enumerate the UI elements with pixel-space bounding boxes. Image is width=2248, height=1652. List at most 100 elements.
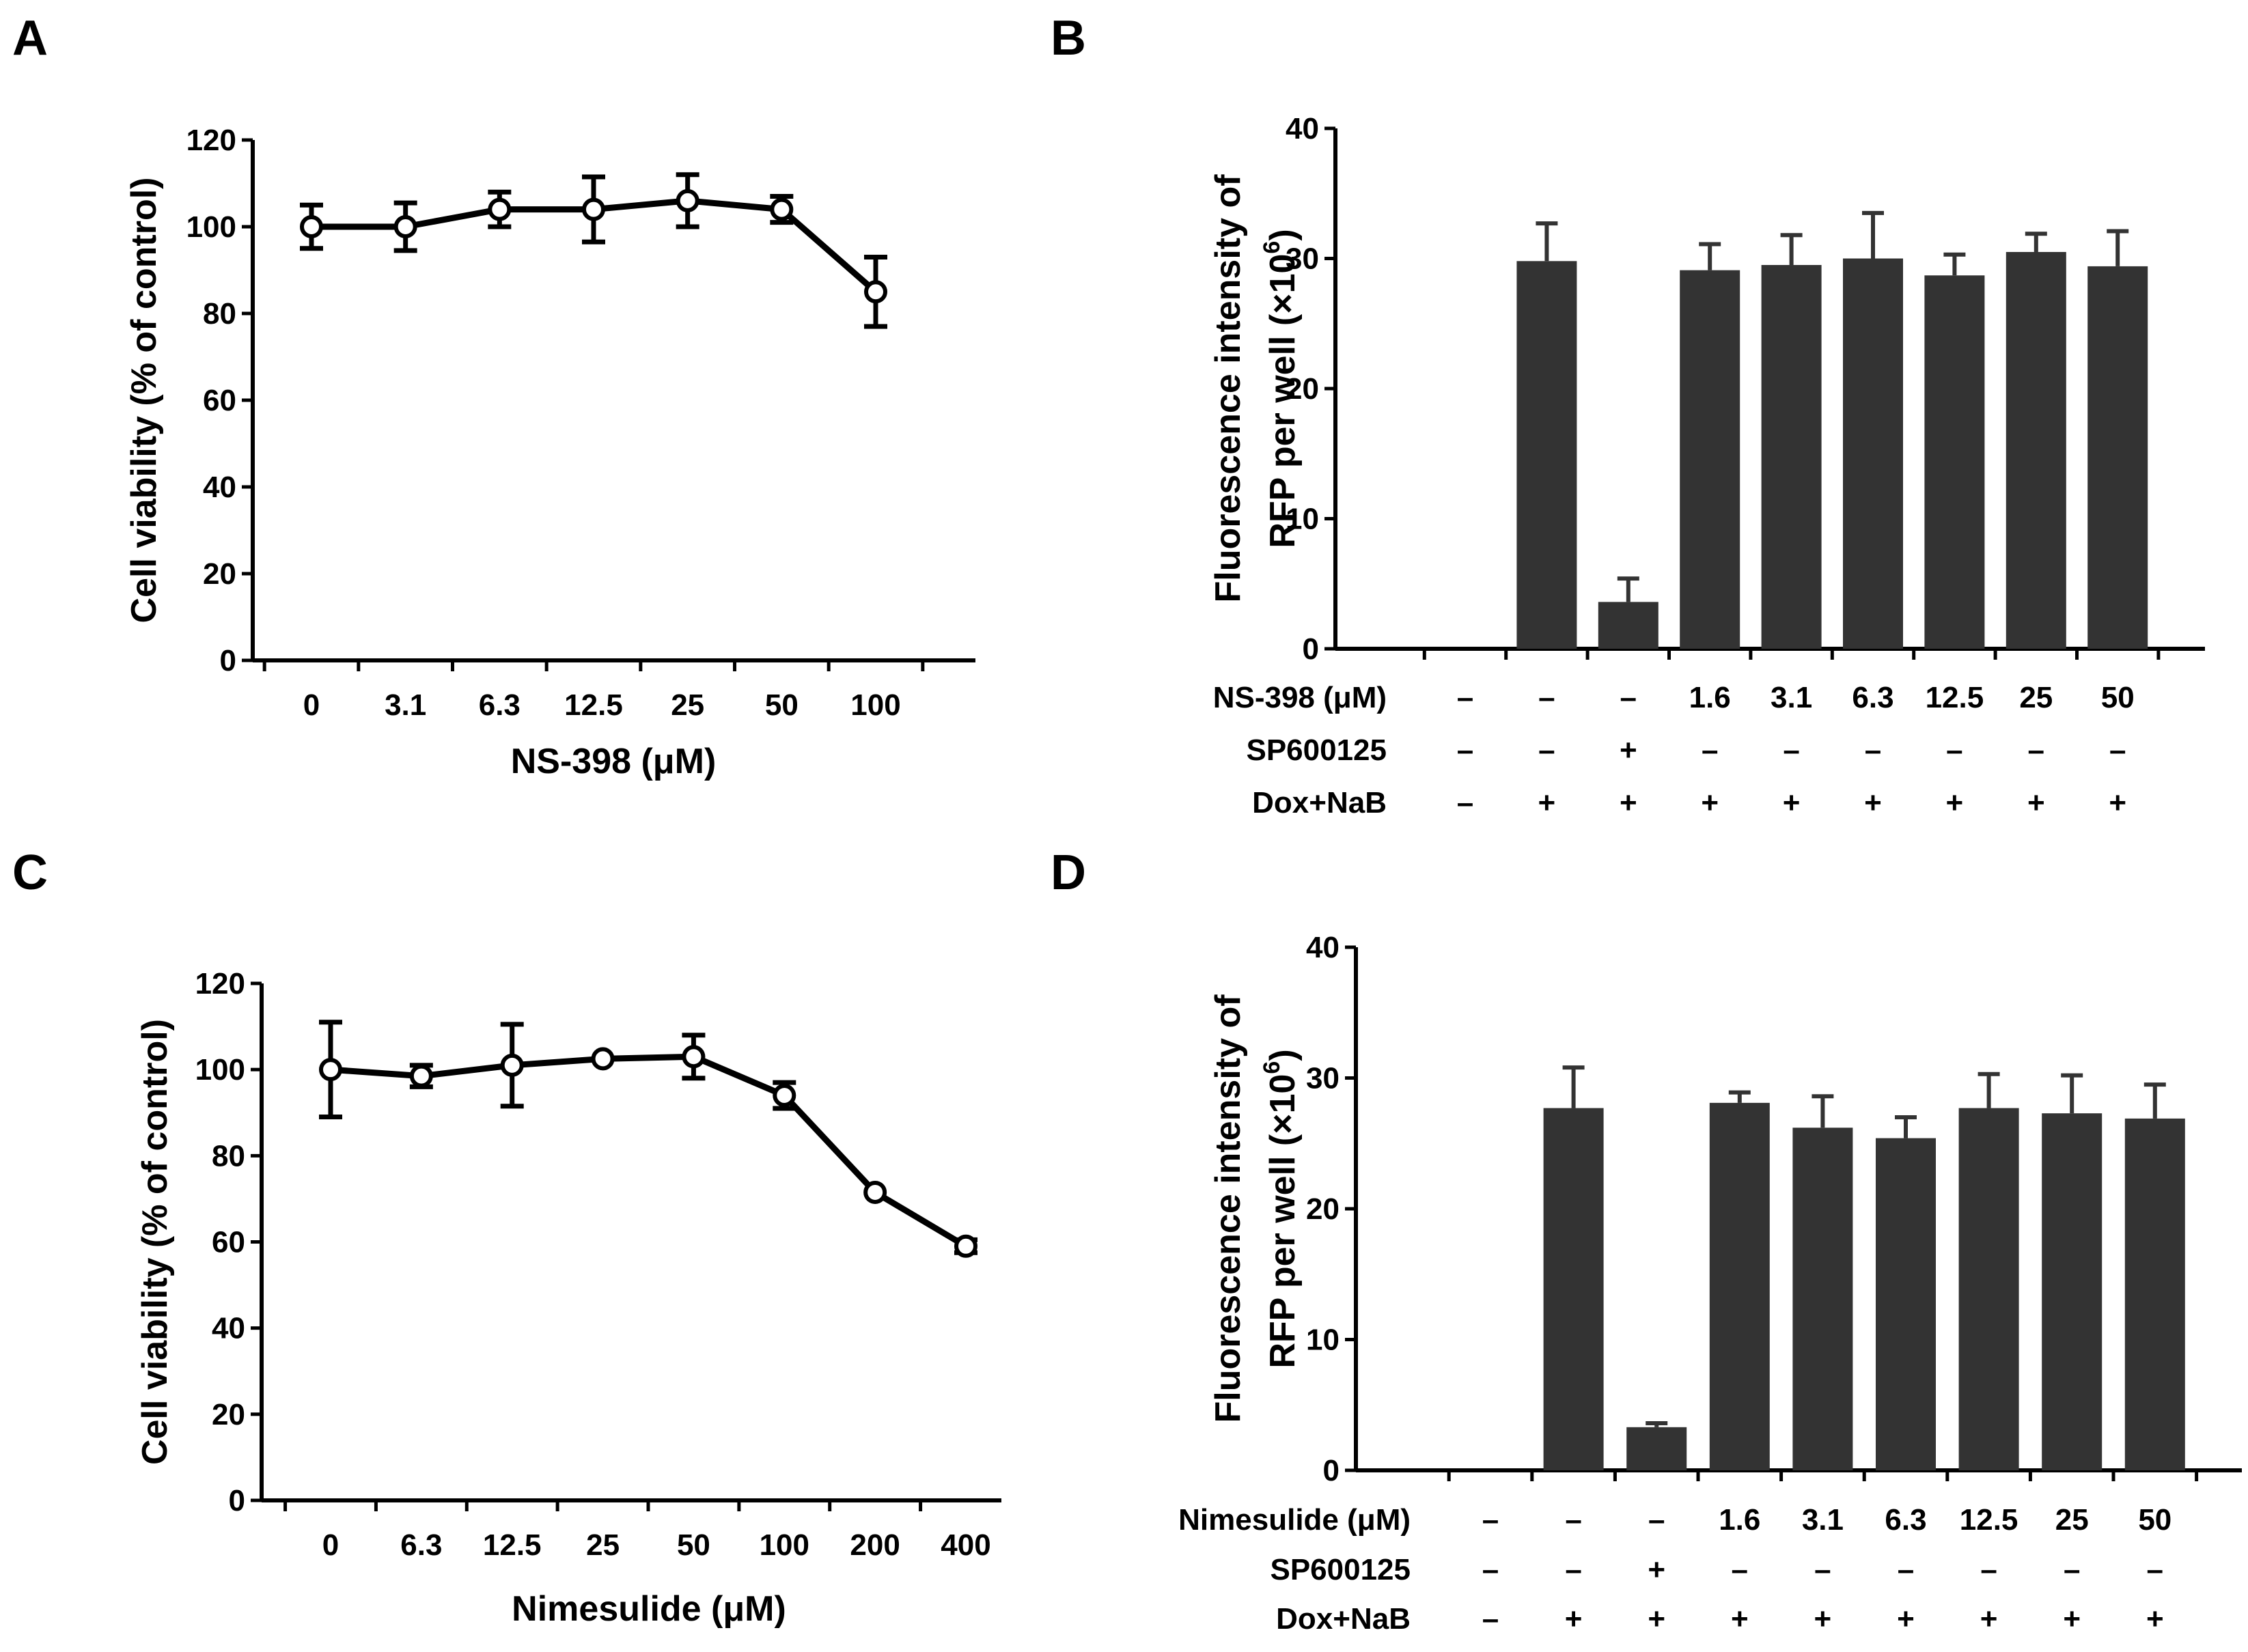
y-axis-label-line1: Fluorescence intensity of [1208, 994, 1248, 1423]
treatment-cell: – [1482, 1602, 1499, 1636]
treatment-cell: + [1946, 786, 1964, 820]
treatment-cell: 1.6 [1719, 1503, 1760, 1537]
axes [251, 140, 975, 671]
y-tick-label: 30 [1306, 1062, 1340, 1095]
treatment-cell: – [1482, 1553, 1499, 1586]
treatment-cell: 50 [2138, 1503, 2171, 1537]
x-tick-label: 3.1 [385, 688, 426, 722]
y-axis-label-line2: RFP per well (×106) [1259, 229, 1303, 548]
y-tick-label: 120 [195, 967, 245, 1000]
y-tick-label: 60 [203, 384, 236, 417]
y-tick-label: 0 [1303, 632, 1319, 666]
treatment-cell: – [1482, 1503, 1499, 1537]
data-point [676, 188, 699, 212]
y-tick-label: 20 [1306, 1192, 1340, 1226]
treatment-cell: + [1731, 1602, 1749, 1636]
x-tick-label: 12.5 [564, 688, 623, 722]
treatment-cell: – [2064, 1553, 2080, 1586]
x-tick-label: 12.5 [483, 1528, 542, 1562]
treatment-cell: + [1864, 786, 1882, 820]
x-tick-label: 6.3 [400, 1528, 442, 1562]
treatment-cell: – [1814, 1553, 1831, 1586]
treatment-cell: + [1620, 733, 1637, 767]
data-point [770, 197, 794, 221]
treatment-row-label: Dox+NaB [1276, 1602, 1411, 1636]
data-point [864, 280, 887, 304]
data-point [591, 1047, 615, 1071]
bar [1876, 1138, 1936, 1470]
y-ticks: 0 10 20 30 40 [1286, 112, 1335, 666]
data-point [682, 1045, 706, 1069]
treatment-cell: + [1565, 1602, 1583, 1636]
x-tick-label: 6.3 [479, 688, 521, 722]
bar [1958, 1108, 2019, 1470]
treatment-row-label: SP600125 [1270, 1553, 1411, 1586]
data-point [582, 197, 605, 221]
y-axis-label: Cell viability (% of control) [135, 1019, 175, 1465]
y-axis-label-exponent: 6 [1259, 241, 1285, 254]
y-ticks: 0 20 40 60 80 100 120 [195, 967, 262, 1517]
y-axis-label-exponent: 6 [1259, 1061, 1285, 1074]
y-tick-label: 40 [203, 471, 236, 504]
y-axis-label-prefix: RFP per well (×10 [1263, 1074, 1303, 1369]
treatment-cell: – [1898, 1553, 1914, 1586]
x-tick-label: 200 [850, 1528, 900, 1562]
data-point [300, 215, 323, 238]
y-tick-label: 10 [1306, 1324, 1340, 1357]
y-tick-label: 20 [212, 1398, 245, 1431]
bar [1598, 602, 1659, 649]
x-ticks: 0 3.1 6.3 12.5 25 50 100 [303, 688, 901, 722]
treatment-cell: – [1538, 681, 1555, 714]
treatment-cell: 25 [2019, 681, 2053, 714]
treatment-cell: + [1980, 1602, 1998, 1636]
treatment-cell: 25 [2055, 1503, 2089, 1537]
bar [2124, 1118, 2185, 1470]
treatment-cell: + [1648, 1602, 1665, 1636]
treatment-cell: – [2147, 1553, 2163, 1586]
bar [1543, 1108, 1604, 1470]
treatment-cell: 6.3 [1852, 681, 1893, 714]
treatment-cell: – [1565, 1553, 1581, 1586]
x-ticks: 0 6.3 12.5 25 50 100 200 400 [322, 1528, 991, 1562]
panel-label: B [1051, 11, 1086, 66]
treatment-cell: + [1538, 786, 1556, 820]
treatment-row-label: Nimesulide (μM) [1178, 1503, 1411, 1537]
y-axis-label-close: ) [1263, 1049, 1303, 1061]
bar [1680, 270, 1740, 649]
y-axis-label-line2: RFP per well (×106) [1259, 1049, 1303, 1368]
y-tick-label: 40 [1286, 112, 1319, 145]
bar [1924, 275, 1985, 649]
bar [2006, 251, 2066, 649]
x-tick-label: 50 [765, 688, 799, 722]
treatment-cell: – [1980, 1553, 1997, 1586]
x-tick-label: 400 [941, 1528, 990, 1562]
treatment-cell: – [1783, 733, 1799, 767]
data-marks [1516, 210, 2148, 649]
x-tick-label: 0 [303, 688, 320, 722]
treatment-row-label: Dox+NaB [1252, 786, 1387, 820]
treatment-cell: – [1648, 1503, 1665, 1537]
y-ticks: 0 10 20 30 40 [1306, 931, 1356, 1487]
y-tick-label: 80 [212, 1139, 245, 1173]
treatment-cell: – [1565, 1503, 1581, 1537]
data-marks [300, 172, 887, 329]
x-tick-label: 25 [586, 1528, 620, 1562]
panel-b: B 0 10 20 30 40 NS-398 (μM) – – – 1.6 3.1 6.3 12.5 2… [1051, 11, 2205, 820]
y-tick-label: 10 [1286, 503, 1319, 536]
bar [1761, 265, 1822, 649]
y-tick-label: 20 [203, 557, 236, 591]
treatment-cell: – [1457, 681, 1473, 714]
treatment-cell: – [1538, 733, 1555, 767]
treatment-cell: 6.3 [1885, 1503, 1926, 1537]
treatment-cell: 12.5 [1960, 1503, 2018, 1537]
treatment-cell: + [1620, 786, 1637, 820]
y-ticks: 0 20 40 60 80 100 120 [186, 124, 253, 677]
y-tick-label: 0 [229, 1484, 245, 1517]
data-point [488, 197, 512, 221]
treatment-cell: + [1701, 786, 1719, 820]
y-tick-label: 0 [220, 644, 236, 677]
x-tick-label: 25 [671, 688, 704, 722]
treatment-cell: + [1648, 1553, 1665, 1586]
data-point [393, 215, 417, 238]
